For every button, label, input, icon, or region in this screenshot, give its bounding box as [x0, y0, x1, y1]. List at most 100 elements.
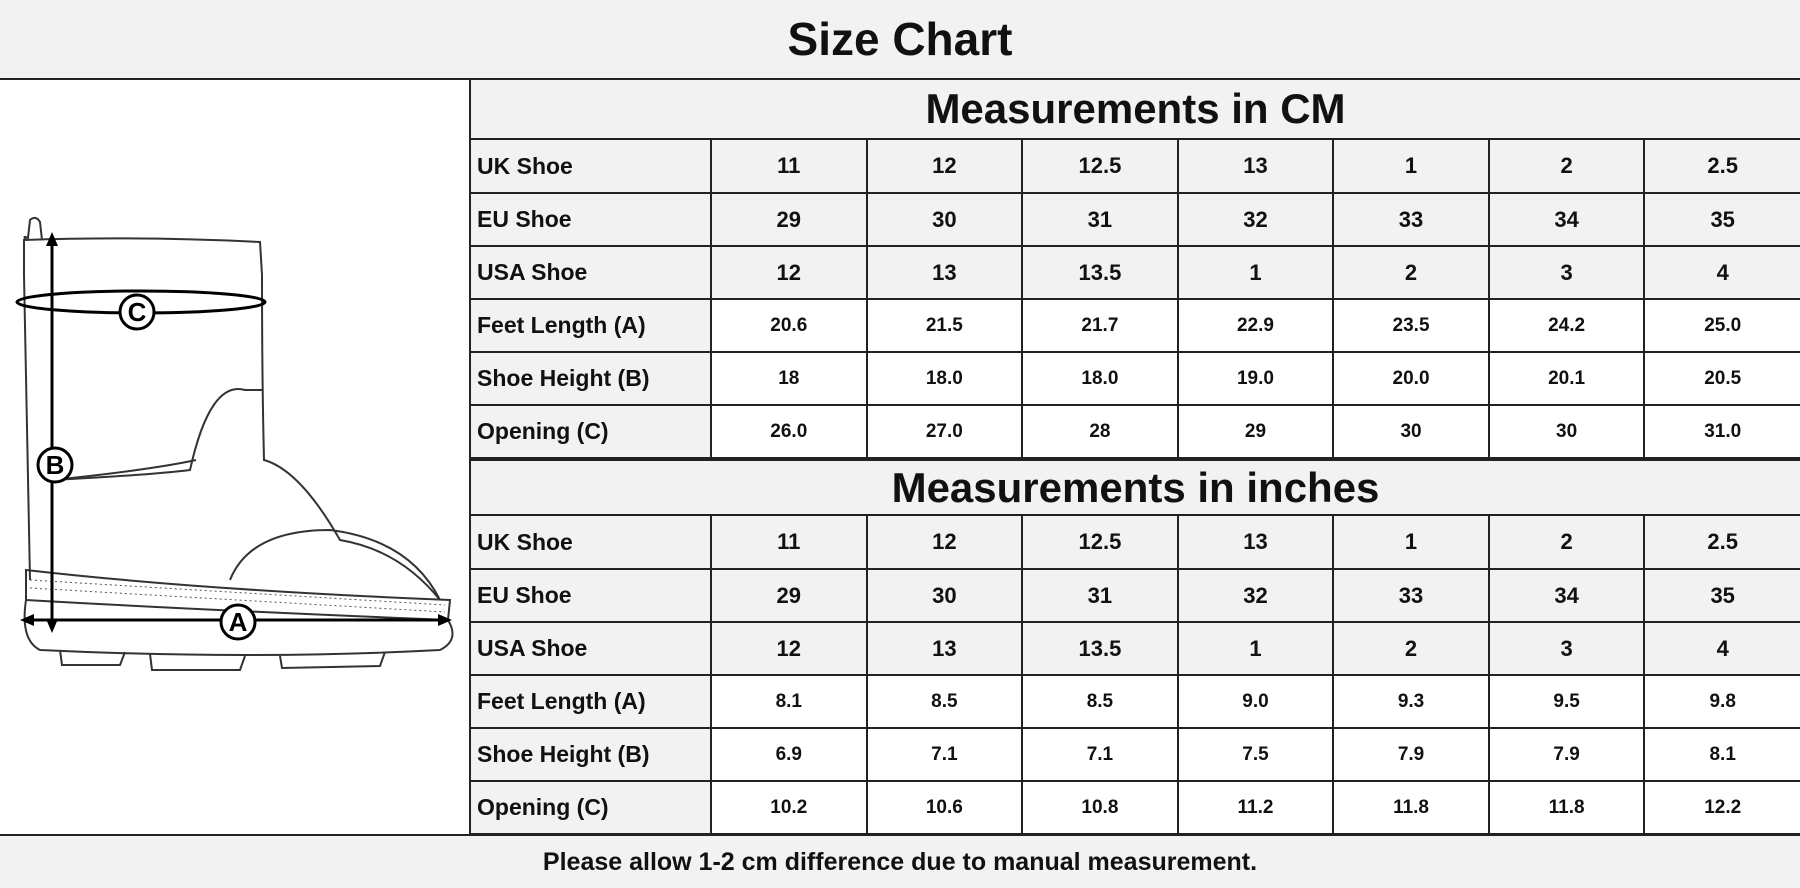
- table-cell: 12: [710, 621, 868, 676]
- table-cell: 20.5: [1643, 351, 1800, 406]
- table-row: UK Shoe 11 12 12.5 13 1 2 2.5: [471, 516, 1800, 570]
- table-cell: 12.2: [1643, 780, 1800, 835]
- table-cell: 32: [1176, 192, 1335, 247]
- row-label: Shoe Height (B): [471, 351, 712, 406]
- label-a: A: [229, 607, 248, 637]
- section-heading: Measurements in CM: [471, 80, 1800, 140]
- page-title: Size Chart: [0, 0, 1800, 80]
- table-cell: 11.8: [1332, 780, 1490, 835]
- table-cell: 12: [865, 140, 1024, 194]
- row-label: Opening (C): [471, 404, 712, 459]
- table-row: Feet Length (A) 8.1 8.5 8.5 9.0 9.3 9.5 9.8: [471, 674, 1800, 729]
- boot-illustration: B C A: [15, 216, 454, 671]
- table-cell: 9.3: [1332, 674, 1490, 729]
- row-label: UK Shoe: [471, 140, 712, 194]
- row-label: UK Shoe: [471, 516, 712, 570]
- table-cell: 7.1: [1021, 727, 1179, 782]
- label-b: B: [46, 450, 65, 480]
- row-label: EU Shoe: [471, 568, 712, 623]
- label-c: C: [128, 297, 147, 327]
- table-cell: 11: [710, 140, 868, 194]
- table-cell: 13: [1176, 140, 1335, 194]
- table-cell: 1: [1176, 621, 1335, 676]
- table-cell: 21.7: [1021, 298, 1179, 353]
- table-cell: 9.0: [1176, 674, 1335, 729]
- inches-table: UK Shoe 11 12 12.5 13 1 2 2.5 EU Shoe 29 30 31 32 33 3…: [471, 516, 1800, 835]
- table-cell: 4: [1643, 245, 1800, 300]
- table-cell: 6.9: [710, 727, 868, 782]
- table-cell: 7.1: [865, 727, 1024, 782]
- inches-section: Measurements in inches UK Shoe 11 12 12.5 13 1…: [471, 459, 1800, 835]
- row-label: USA Shoe: [471, 621, 712, 676]
- table-cell: 7.5: [1176, 727, 1335, 782]
- table-row: EU Shoe 29 30 31 32 33 34 35: [471, 568, 1800, 623]
- table-cell: 2.5: [1643, 516, 1800, 570]
- table-cell: 7.9: [1487, 727, 1646, 782]
- table-cell: 7.9: [1332, 727, 1490, 782]
- table-cell: 27.0: [865, 404, 1024, 459]
- table-cell: 31: [1021, 568, 1179, 623]
- table-cell: 25.0: [1643, 298, 1800, 353]
- table-cell: 31: [1021, 192, 1179, 247]
- table-cell: 26.0: [710, 404, 868, 459]
- table-cell: 34: [1487, 568, 1646, 623]
- table-cell: 24.2: [1487, 298, 1646, 353]
- table-cell: 1: [1176, 245, 1335, 300]
- table-cell: 4: [1643, 621, 1800, 676]
- table-cell: 2: [1487, 516, 1646, 570]
- table-cell: 3: [1487, 245, 1646, 300]
- table-cell: 12: [710, 245, 868, 300]
- table-cell: 3: [1487, 621, 1646, 676]
- table-cell: 8.1: [710, 674, 868, 729]
- table-cell: 13: [1176, 516, 1335, 570]
- row-label: USA Shoe: [471, 245, 712, 300]
- cm-section: Measurements in CM UK Shoe 11 12 12.5 13 1 2 2.5…: [471, 80, 1800, 459]
- table-cell: 2: [1332, 621, 1490, 676]
- table-cell: 13.5: [1021, 245, 1179, 300]
- table-cell: 10.8: [1021, 780, 1179, 835]
- table-cell: 35: [1643, 568, 1800, 623]
- table-cell: 18: [710, 351, 868, 406]
- table-cell: 18.0: [1021, 351, 1179, 406]
- table-row: UK Shoe 11 12 12.5 13 1 2 2.5: [471, 140, 1800, 194]
- table-cell: 29: [1176, 404, 1335, 459]
- table-cell: 31.0: [1643, 404, 1800, 459]
- table-row: Shoe Height (B) 18 18.0 18.0 19.0 20.0 20.1 20.…: [471, 351, 1800, 406]
- table-cell: 1: [1332, 140, 1490, 194]
- table-cell: 18.0: [865, 351, 1024, 406]
- table-cell: 33: [1332, 192, 1490, 247]
- footer-note: Please allow 1-2 cm difference due to ma…: [0, 834, 1800, 888]
- table-row: Opening (C) 10.2 10.6 10.8 11.2 11.8 11.8 12.2: [471, 780, 1800, 835]
- table-cell: 12.5: [1021, 516, 1179, 570]
- table-cell: 13.5: [1021, 621, 1179, 676]
- table-cell: 19.0: [1176, 351, 1335, 406]
- table-cell: 22.9: [1176, 298, 1335, 353]
- table-cell: 8.5: [865, 674, 1024, 729]
- table-cell: 29: [710, 568, 868, 623]
- table-cell: 10.6: [865, 780, 1024, 835]
- table-cell: 20.6: [710, 298, 868, 353]
- table-cell: 11.2: [1176, 780, 1335, 835]
- table-cell: 29: [710, 192, 868, 247]
- table-cell: 8.1: [1643, 727, 1800, 782]
- table-row: USA Shoe 12 13 13.5 1 2 3 4: [471, 621, 1800, 676]
- table-cell: 8.5: [1021, 674, 1179, 729]
- boot-diagram: B C A: [0, 80, 471, 834]
- row-label: Shoe Height (B): [471, 727, 712, 782]
- row-label: Feet Length (A): [471, 298, 712, 353]
- table-row: Opening (C) 26.0 27.0 28 29 30 30 31.0: [471, 404, 1800, 459]
- table-cell: 30: [865, 192, 1024, 247]
- table-cell: 12: [865, 516, 1024, 570]
- table-cell: 33: [1332, 568, 1490, 623]
- table-cell: 2: [1487, 140, 1646, 194]
- table-cell: 13: [865, 245, 1024, 300]
- table-cell: 9.5: [1487, 674, 1646, 729]
- table-cell: 20.0: [1332, 351, 1490, 406]
- table-cell: 30: [1487, 404, 1646, 459]
- table-cell: 30: [1332, 404, 1490, 459]
- table-cell: 20.1: [1487, 351, 1646, 406]
- cm-table: UK Shoe 11 12 12.5 13 1 2 2.5 EU Shoe 29 30 31 32 33 3…: [471, 140, 1800, 459]
- table-cell: 11: [710, 516, 868, 570]
- table-cell: 12.5: [1021, 140, 1179, 194]
- table-row: Shoe Height (B) 6.9 7.1 7.1 7.5 7.9 7.9 8.1: [471, 727, 1800, 782]
